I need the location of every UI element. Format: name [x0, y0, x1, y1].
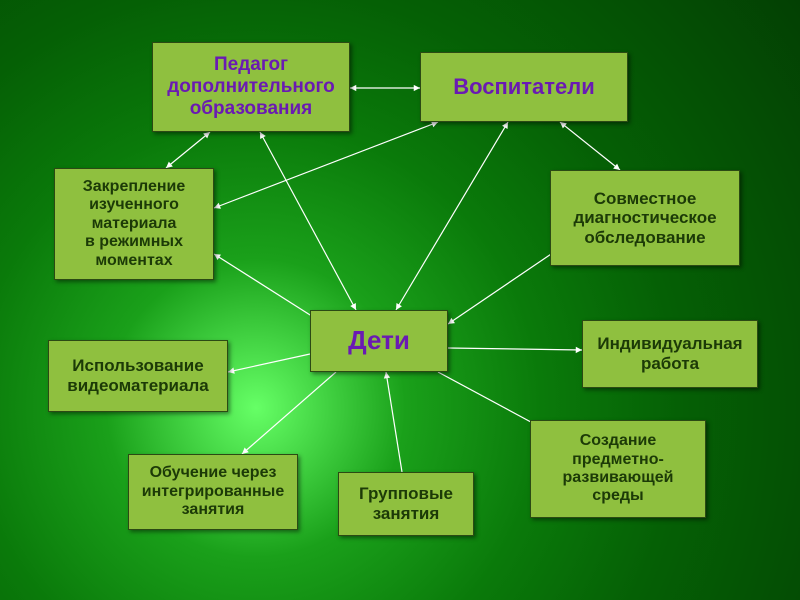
node-indiv-label: Индивидуальная работа	[597, 334, 742, 373]
node-vospit-label: Воспитатели	[453, 74, 595, 99]
node-grup-label: Групповые занятия	[359, 484, 453, 523]
node-zakrep: Закрепление изученного материала в режим…	[54, 168, 214, 280]
node-obuch-label: Обучение через интегрированные занятия	[142, 464, 284, 519]
node-vospit: Воспитатели	[420, 52, 628, 122]
node-zakrep-label: Закрепление изученного материала в режим…	[83, 178, 186, 270]
node-sozd-label: Создание предметно- развивающей среды	[563, 432, 674, 506]
node-sovm-label: Совместное диагностическое обследование	[573, 189, 716, 248]
node-deti-label: Дети	[348, 326, 410, 356]
node-sovm: Совместное диагностическое обследование	[550, 170, 740, 266]
node-pedagog: Педагог дополнительного образования	[152, 42, 350, 132]
node-video: Использование видеоматериала	[48, 340, 228, 412]
node-pedagog-label: Педагог дополнительного образования	[167, 54, 334, 120]
node-video-label: Использование видеоматериала	[67, 356, 208, 395]
node-indiv: Индивидуальная работа	[582, 320, 758, 388]
node-deti: Дети	[310, 310, 448, 372]
node-grup: Групповые занятия	[338, 472, 474, 536]
node-obuch: Обучение через интегрированные занятия	[128, 454, 298, 530]
node-sozd: Создание предметно- развивающей среды	[530, 420, 706, 518]
